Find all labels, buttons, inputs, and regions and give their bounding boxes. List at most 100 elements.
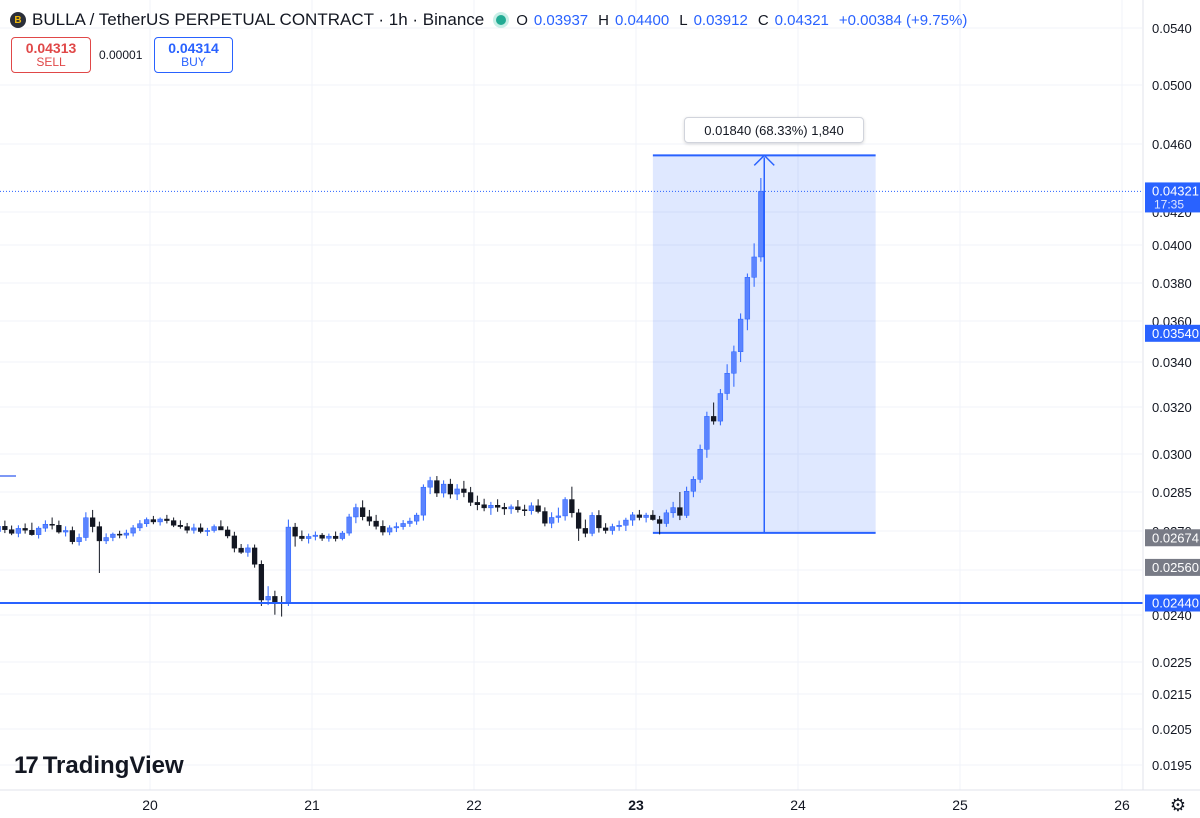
tradingview-logo-icon: 17 [14, 752, 39, 779]
candle-body [535, 505, 541, 512]
gear-icon[interactable]: ⚙ [1169, 795, 1187, 815]
candle-body [89, 517, 96, 527]
candle-body [643, 514, 649, 518]
candle-body [69, 530, 76, 542]
candle-body [575, 512, 582, 529]
candle-body [616, 525, 622, 527]
candle-body [110, 533, 116, 538]
price-tick-label: 0.0400 [1152, 238, 1192, 253]
candle-body [386, 527, 393, 533]
candle-body [636, 514, 643, 518]
candle-body [690, 479, 697, 492]
candle-body [461, 488, 467, 493]
price-label-tag [1145, 558, 1200, 576]
spread-value: 0.00001 [99, 48, 143, 62]
candle-body [521, 509, 528, 511]
candle-body [170, 520, 177, 526]
price-axis: 0.05400.05000.04600.04200.04000.03800.03… [1142, 0, 1200, 818]
candle-body [596, 515, 602, 529]
tradingview-logo-text: TradingView [42, 752, 184, 779]
candle-body [609, 526, 616, 531]
high-label: H [598, 11, 609, 29]
chart-header: B BULLA / TetherUS PERPETUAL CONTRACT · … [10, 9, 967, 31]
candle-body [312, 534, 319, 537]
price-tick-label: 0.0195 [1152, 758, 1192, 773]
candle-body [326, 535, 332, 539]
candle-body [623, 519, 629, 526]
price-tick-label: 0.0285 [1152, 485, 1192, 500]
candle-body [393, 526, 400, 529]
candle-body [447, 483, 454, 495]
candle-body [562, 499, 568, 517]
candle-body [218, 526, 224, 531]
candle-body [548, 517, 555, 524]
price-tick-label: 0.0340 [1152, 355, 1192, 370]
close-label: C [757, 11, 769, 29]
price-label-text: 0.02440 [1152, 596, 1199, 611]
candle-body [285, 526, 292, 604]
candle-body [420, 486, 427, 516]
market-open-icon [496, 15, 507, 25]
candle-body [224, 529, 231, 537]
price-label-tag [1145, 594, 1200, 612]
price-axis-bg [1143, 0, 1200, 818]
candle-body [305, 536, 312, 539]
time-tick-label: 26 [1114, 797, 1130, 813]
bulla-coin-icon: B [10, 12, 26, 28]
candle-body [339, 532, 346, 539]
horizontal-lines [0, 190, 1143, 604]
candle-body [494, 505, 501, 508]
low-value: 0.03912 [693, 11, 748, 29]
candle-body [211, 526, 217, 531]
candle-body [555, 515, 562, 518]
candle-body [76, 537, 82, 542]
candle-body [677, 507, 683, 516]
candle-body [245, 547, 251, 553]
buy-button[interactable]: 0.04314 BUY [154, 37, 233, 73]
candle-body [683, 490, 690, 516]
candle-body [400, 523, 406, 527]
price-label-text: 0.04321 [1152, 183, 1199, 198]
high-value: 0.04400 [615, 11, 670, 29]
close-value: 0.04321 [774, 11, 829, 29]
candle-body [238, 547, 244, 553]
candle-body [528, 505, 535, 511]
candle-body [515, 506, 521, 510]
sell-button[interactable]: 0.04313 SELL [11, 37, 91, 73]
time-tick-label: 22 [466, 797, 482, 813]
time-tick-label: 23 [628, 797, 644, 813]
candle-body [191, 527, 197, 531]
tradingview-logo[interactable]: 17 TradingView [14, 752, 184, 780]
candle-body [265, 596, 271, 601]
candle-body [467, 492, 474, 503]
candle-body [299, 535, 305, 539]
measure-tool [652, 154, 876, 534]
candle-body [137, 523, 143, 529]
candle-body [292, 526, 298, 537]
candle-body [103, 537, 109, 542]
candle-body [481, 504, 487, 509]
candle-body [710, 416, 717, 422]
candle-body [589, 515, 595, 534]
symbol-title[interactable]: BULLA / TetherUS PERPETUAL CONTRACT · 1h… [32, 10, 485, 29]
candle-body [35, 527, 42, 535]
open-value: 0.03937 [533, 11, 589, 29]
candle-body [62, 530, 69, 533]
candle-body [704, 416, 710, 450]
candle-body [474, 502, 481, 505]
candle-body [434, 480, 440, 494]
price-tick-label: 0.0300 [1152, 447, 1192, 462]
open-label: O [516, 11, 528, 29]
candle-body [380, 526, 386, 533]
ohlc-readout: O 0.03937 H 0.04400 L 0.03912 C 0.04321 +0.0… [516, 12, 967, 29]
candle-body [697, 449, 703, 480]
candle-body [744, 277, 751, 320]
change-value: +0.00384 (+9.75%) [838, 11, 968, 29]
price-tick-label: 0.0215 [1152, 687, 1192, 702]
candle-body [197, 527, 204, 532]
price-tick-label: 0.0460 [1152, 137, 1192, 152]
candle-body [650, 514, 656, 520]
price-label-text: 0.02674 [1152, 530, 1199, 545]
candle-body [123, 532, 130, 536]
